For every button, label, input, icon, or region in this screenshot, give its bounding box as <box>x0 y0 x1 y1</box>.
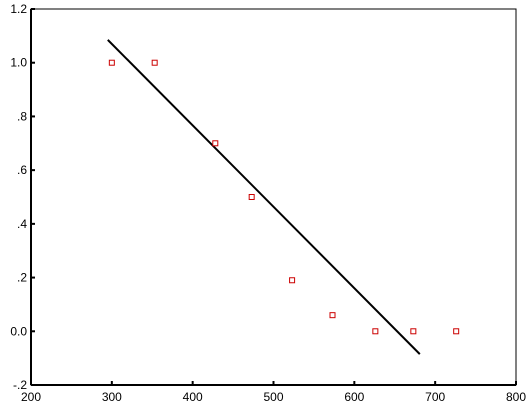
y-tick-label: -.2 <box>13 378 27 392</box>
x-tick-label: 400 <box>183 390 203 404</box>
data-point <box>289 277 296 284</box>
x-axis-ticks: 200 300 400 500 600 700 800 <box>21 381 526 404</box>
x-tick-label: 200 <box>21 390 41 404</box>
y-tick-label: 1.2 <box>10 2 27 16</box>
x-tick-label: 700 <box>425 390 445 404</box>
data-point <box>329 312 336 319</box>
fit-line-group <box>107 39 421 355</box>
data-point <box>453 328 460 335</box>
data-point <box>372 328 379 335</box>
y-tick-label: .8 <box>17 109 27 123</box>
fit-line <box>107 39 421 355</box>
data-point <box>248 194 255 200</box>
x-tick-label: 300 <box>102 390 122 404</box>
plot-frame <box>30 8 517 386</box>
data-point <box>410 328 417 335</box>
x-tick-label: 800 <box>506 390 526 404</box>
data-points <box>108 59 460 335</box>
y-tick-label: 1.0 <box>10 56 27 70</box>
data-point <box>151 59 158 66</box>
y-axis-ticks: -.2 0.0 .2 .4 .6 .8 1.0 1.2 <box>10 2 35 392</box>
y-tick-label: 0.0 <box>10 324 27 338</box>
x-tick-label: 600 <box>344 390 364 404</box>
data-point <box>212 140 219 147</box>
plot-border <box>30 8 517 386</box>
y-tick-label: .2 <box>17 271 27 285</box>
y-tick-label: .6 <box>17 163 27 177</box>
x-tick-label: 500 <box>263 390 283 404</box>
y-tick-label: .4 <box>17 217 27 231</box>
data-point <box>108 59 115 66</box>
